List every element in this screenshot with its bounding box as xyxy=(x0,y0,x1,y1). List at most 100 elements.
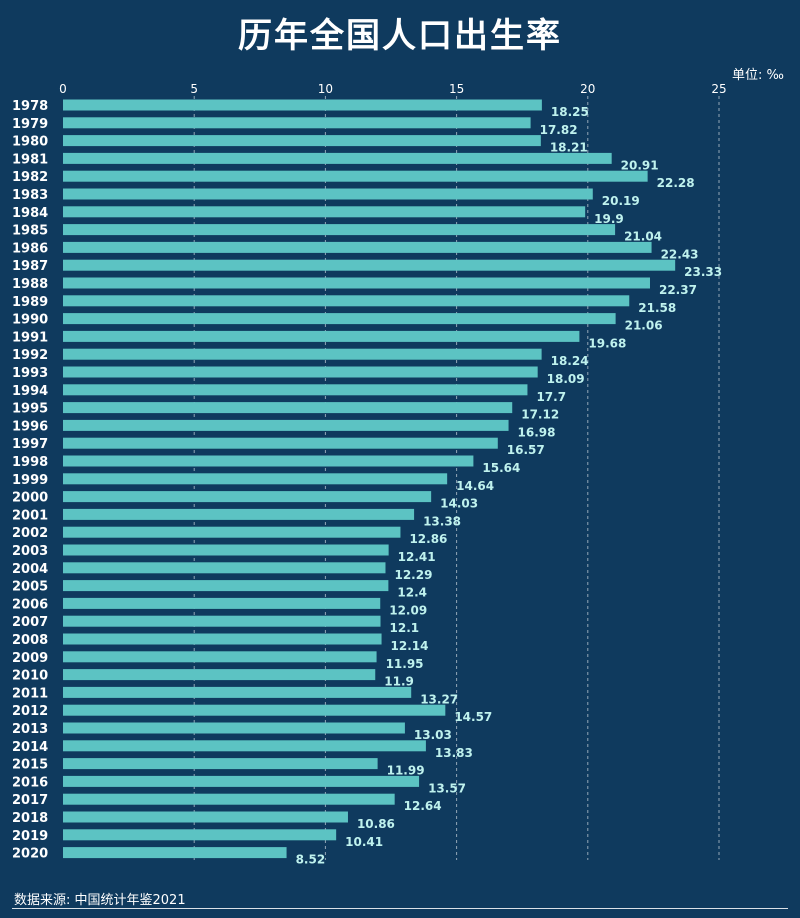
bar xyxy=(63,597,381,609)
category-label: 2013 xyxy=(12,722,48,737)
x-tick-label: 10 xyxy=(318,82,333,96)
footer-divider xyxy=(12,908,788,909)
value-label: 12.1 xyxy=(390,621,420,635)
value-label: 14.03 xyxy=(440,497,478,511)
bar xyxy=(63,135,541,147)
value-label: 12.09 xyxy=(389,603,427,617)
value-label: 20.19 xyxy=(602,194,640,208)
bar xyxy=(63,188,593,200)
value-label: 13.27 xyxy=(420,692,458,706)
unit-label: 单位: ‰ xyxy=(732,68,784,83)
category-label: 1983 xyxy=(12,188,48,203)
value-label: 13.03 xyxy=(414,728,452,742)
value-label: 13.83 xyxy=(435,746,473,760)
bar xyxy=(63,152,612,164)
category-label: 1999 xyxy=(12,473,48,488)
value-label: 18.25 xyxy=(551,105,589,119)
category-label: 1993 xyxy=(12,366,48,381)
category-label: 1998 xyxy=(12,455,48,470)
value-label: 23.33 xyxy=(684,265,722,279)
category-label: 1992 xyxy=(12,348,48,363)
value-label: 12.14 xyxy=(391,639,429,653)
category-label: 2006 xyxy=(12,597,48,612)
bar xyxy=(63,295,630,307)
bar xyxy=(63,437,498,449)
category-label: 2002 xyxy=(12,526,48,541)
value-label: 21.06 xyxy=(625,319,663,333)
category-label: 2014 xyxy=(12,740,48,755)
category-label: 1980 xyxy=(12,135,48,150)
category-label: 2007 xyxy=(12,615,48,630)
bar xyxy=(63,686,412,698)
bar xyxy=(63,473,448,485)
bar xyxy=(63,704,446,716)
bar xyxy=(63,562,386,574)
value-label: 16.98 xyxy=(518,425,556,439)
bar xyxy=(63,811,348,823)
bar xyxy=(63,330,580,342)
data-source: 数据来源: 中国统计年鉴2021 xyxy=(14,893,186,908)
bar xyxy=(63,241,652,253)
category-label: 1988 xyxy=(12,277,48,292)
value-label: 18.21 xyxy=(550,141,588,155)
category-label: 1979 xyxy=(12,117,48,132)
category-label: 1994 xyxy=(12,384,48,399)
bar xyxy=(63,277,650,289)
category-label: 2010 xyxy=(12,669,48,684)
value-label: 12.64 xyxy=(404,799,442,813)
bar xyxy=(63,829,337,841)
bar xyxy=(63,615,381,627)
category-label: 2016 xyxy=(12,775,48,790)
category-label: 1984 xyxy=(12,206,48,221)
bar xyxy=(63,99,542,111)
value-label: 16.57 xyxy=(507,443,545,457)
category-label: 1989 xyxy=(12,295,48,310)
bar xyxy=(63,366,538,378)
category-label: 2018 xyxy=(12,811,48,826)
bar xyxy=(63,491,432,503)
value-label: 22.43 xyxy=(661,247,699,261)
category-label: 2004 xyxy=(12,562,48,577)
value-label: 21.58 xyxy=(638,301,676,315)
value-label: 12.41 xyxy=(398,550,436,564)
category-label: 2011 xyxy=(12,686,48,701)
value-label: 12.86 xyxy=(409,532,447,546)
category-label: 1987 xyxy=(12,259,48,274)
bar xyxy=(63,455,474,467)
x-tick-label: 25 xyxy=(711,82,726,96)
category-label: 2009 xyxy=(12,651,48,666)
bar xyxy=(63,313,616,325)
value-label: 19.9 xyxy=(594,212,624,226)
bar xyxy=(63,348,542,360)
category-label: 2005 xyxy=(12,580,48,595)
bar xyxy=(63,170,648,182)
bar xyxy=(63,722,405,734)
category-label: 2017 xyxy=(12,793,48,808)
value-label: 18.24 xyxy=(551,354,589,368)
bar xyxy=(63,259,676,271)
category-label: 2020 xyxy=(12,847,48,862)
category-label: 1997 xyxy=(12,437,48,452)
value-label: 13.57 xyxy=(428,781,466,795)
bar xyxy=(63,526,401,538)
bar xyxy=(63,775,420,787)
value-label: 18.09 xyxy=(547,372,585,386)
value-label: 12.4 xyxy=(397,586,427,600)
value-label: 17.82 xyxy=(540,123,578,137)
category-label: 1982 xyxy=(12,170,48,185)
value-label: 22.28 xyxy=(657,176,695,190)
bar xyxy=(63,117,531,129)
value-label: 17.12 xyxy=(521,408,559,422)
chart-title: 历年全国人口出生率 xyxy=(238,16,562,56)
category-label: 2015 xyxy=(12,758,48,773)
value-label: 21.04 xyxy=(624,230,662,244)
bar xyxy=(63,847,287,859)
bar xyxy=(63,633,382,645)
category-label: 2001 xyxy=(12,508,48,523)
bar xyxy=(63,224,616,236)
x-tick-label: 5 xyxy=(190,82,198,96)
bar xyxy=(63,758,378,770)
value-label: 14.57 xyxy=(454,710,492,724)
bar xyxy=(63,384,528,396)
x-tick-label: 20 xyxy=(580,82,595,96)
